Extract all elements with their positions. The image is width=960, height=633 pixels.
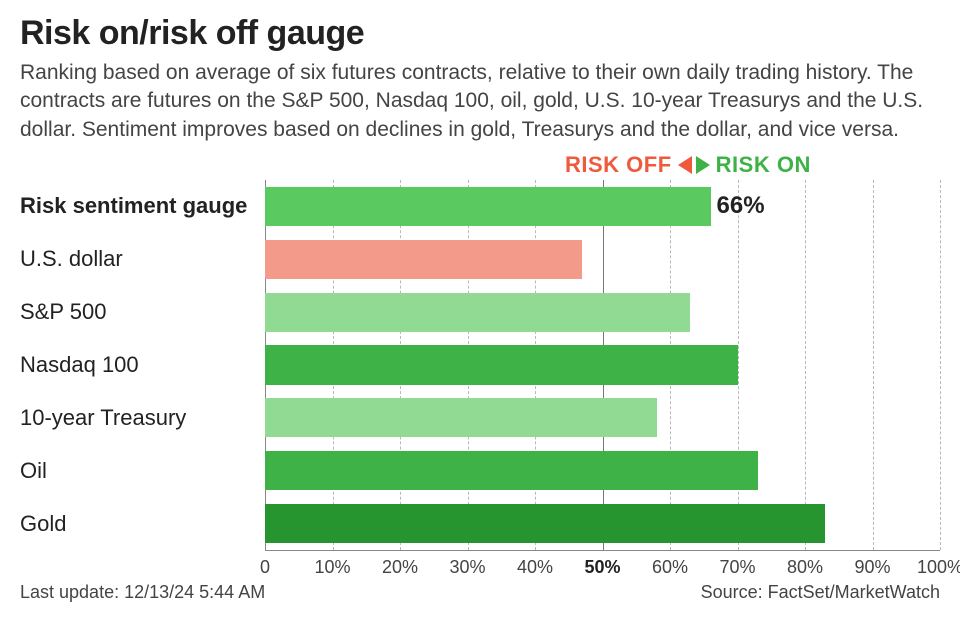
bar xyxy=(265,451,758,490)
row-labels: Risk sentiment gaugeU.S. dollarS&P 500Na… xyxy=(20,180,265,550)
x-tick: 90% xyxy=(854,557,890,578)
bar-value-label: 66% xyxy=(717,192,765,220)
bar-row xyxy=(265,391,940,444)
x-tick: 10% xyxy=(314,557,350,578)
triangle-left-icon xyxy=(678,156,692,174)
bar-row xyxy=(265,233,940,286)
triangle-right-icon xyxy=(696,156,710,174)
bar xyxy=(265,293,690,332)
row-label: Nasdaq 100 xyxy=(20,339,265,392)
row-label: U.S. dollar xyxy=(20,233,265,286)
x-tick: 60% xyxy=(652,557,688,578)
x-tick: 0 xyxy=(260,557,270,578)
bars: 66% xyxy=(265,180,940,550)
chart-container: Risk on/risk off gauge Ranking based on … xyxy=(0,0,960,633)
gridline xyxy=(940,180,941,550)
footer: Last update: 12/13/24 5:44 AM Source: Fa… xyxy=(20,582,940,603)
row-label: Risk sentiment gauge xyxy=(20,180,265,233)
x-tick: 70% xyxy=(719,557,755,578)
x-tick: 30% xyxy=(449,557,485,578)
bars-area: 66% xyxy=(265,180,940,550)
source: Source: FactSet/MarketWatch xyxy=(701,582,940,603)
bar-row xyxy=(265,444,940,497)
chart-title: Risk on/risk off gauge xyxy=(20,14,940,53)
bar xyxy=(265,240,582,279)
x-axis: 010%20%30%40%50%60%70%80%90%100% xyxy=(20,550,940,580)
bar xyxy=(265,187,711,226)
x-tick: 20% xyxy=(382,557,418,578)
x-tick: 100% xyxy=(917,557,960,578)
row-label: S&P 500 xyxy=(20,286,265,339)
x-tick: 50% xyxy=(584,557,620,578)
bar xyxy=(265,398,657,437)
bar-row: 66% xyxy=(265,180,940,233)
row-label: Oil xyxy=(20,444,265,497)
legend: RISK OFF RISK ON xyxy=(20,152,940,178)
x-axis-ticks: 010%20%30%40%50%60%70%80%90%100% xyxy=(265,550,940,580)
last-update: Last update: 12/13/24 5:44 AM xyxy=(20,582,265,603)
bar-row xyxy=(265,339,940,392)
row-label: 10-year Treasury xyxy=(20,391,265,444)
x-tick: 40% xyxy=(517,557,553,578)
chart-area: Risk sentiment gaugeU.S. dollarS&P 500Na… xyxy=(20,180,940,550)
x-tick: 80% xyxy=(787,557,823,578)
risk-off-label: RISK OFF xyxy=(565,152,672,178)
row-label: Gold xyxy=(20,497,265,550)
risk-on-label: RISK ON xyxy=(716,152,811,178)
bar-row xyxy=(265,286,940,339)
bar-row xyxy=(265,497,940,550)
bar xyxy=(265,345,738,384)
bar xyxy=(265,504,825,543)
chart-subtitle: Ranking based on average of six futures … xyxy=(20,59,940,144)
